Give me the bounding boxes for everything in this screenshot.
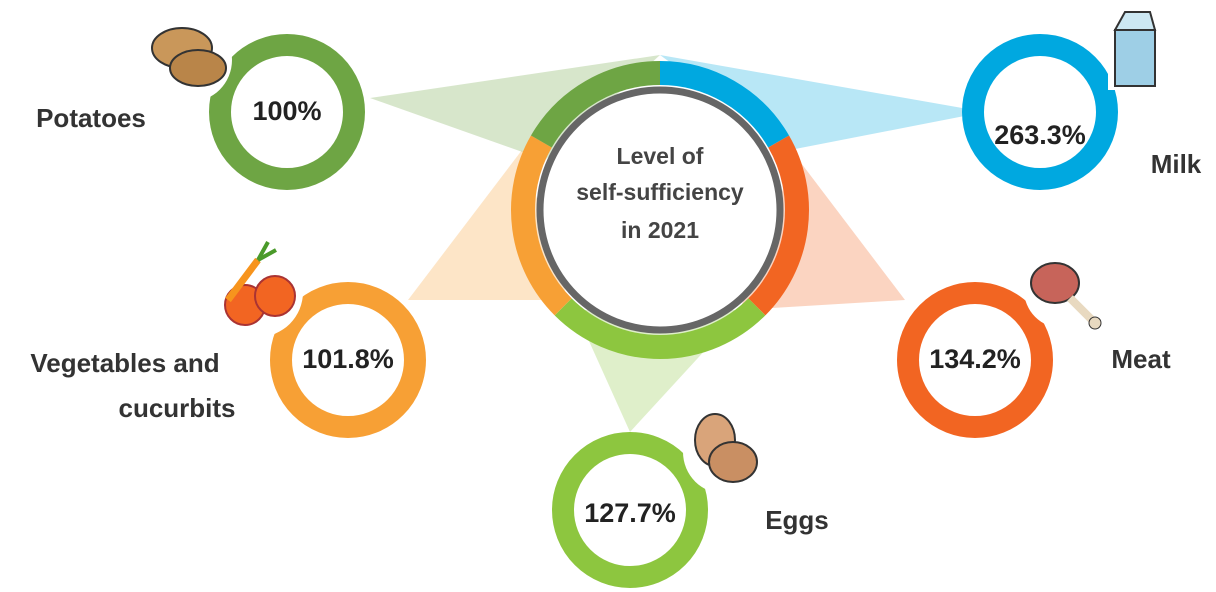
label: Eggs	[765, 505, 829, 535]
egg-icon	[683, 410, 767, 494]
vegetable-icon	[213, 242, 303, 337]
value: 134.2%	[929, 344, 1021, 374]
label: Milk	[1151, 149, 1202, 179]
center-text: Level of	[617, 143, 704, 169]
label: Vegetables and	[30, 348, 219, 378]
label: Potatoes	[36, 103, 146, 133]
infographic: Level of self-sufficiency in 2021 100% 2…	[0, 0, 1216, 592]
center-text: in 2021	[621, 217, 699, 243]
center-text: self-sufficiency	[576, 179, 744, 205]
value: 100%	[252, 96, 321, 126]
potato-icon	[148, 18, 232, 102]
value: 127.7%	[584, 498, 676, 528]
label: cucurbits	[118, 393, 235, 423]
milk-icon	[1108, 8, 1162, 90]
label: Meat	[1111, 344, 1171, 374]
value: 101.8%	[302, 344, 394, 374]
value: 263.3%	[994, 120, 1086, 150]
ring	[973, 45, 1107, 179]
center-circle	[540, 90, 780, 330]
